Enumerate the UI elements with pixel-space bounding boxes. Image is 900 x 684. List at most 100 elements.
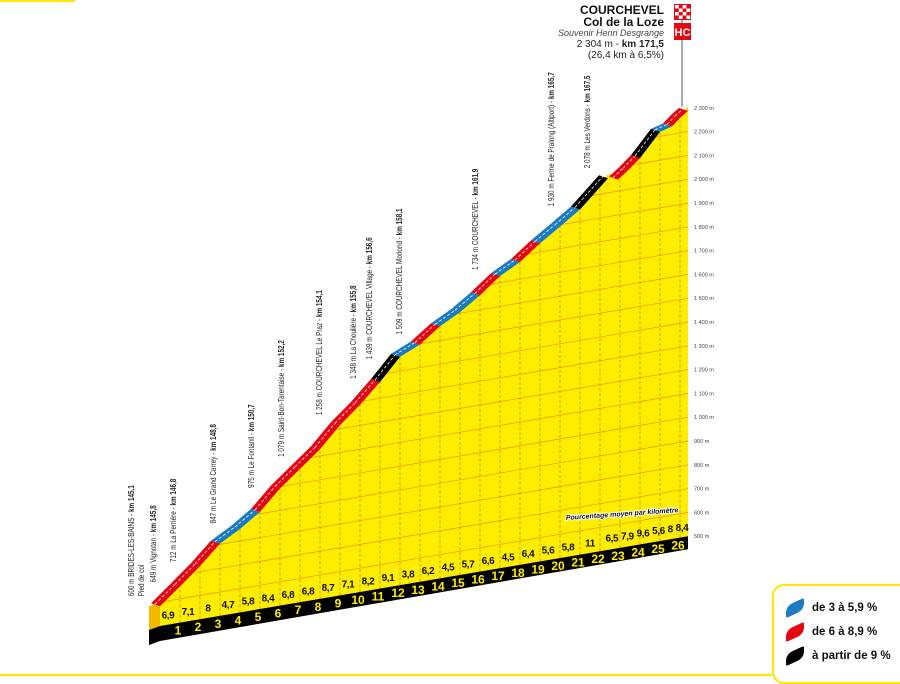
km-tick-label: 20 [551,559,565,573]
y-tick-label: 1 100 m [694,391,714,397]
gradient-segment-red [351,378,380,405]
waypoint-label: 649 m Vignotan - km 145,8 [148,505,158,582]
waypoint-label: 847 m Le Grand Carrey - km 148,8 [208,424,218,523]
km-tick-label: 10 [351,593,365,607]
gradient-label: 7,1 [342,580,356,591]
flag-check [686,8,691,12]
waypoint-name: 712 m La Perrière - [168,506,178,563]
waypoint-name: 1 258 m COURCHEVEL Le Praz - [314,317,324,415]
black-swatch-icon [786,645,804,667]
km-tick-label: 6 [275,607,282,621]
gradient-legend: de 3 à 5,9 % de 6 à 8,9 % à partir de 9 … [772,584,900,684]
gradient-label: 4,5 [502,553,516,564]
gradient-segment-red [311,422,340,450]
gradient-label: 8,4 [676,523,690,534]
y-tick-label: 2 300 m [694,106,714,112]
gradient-segment-red [191,540,220,567]
waypoint-sublabel: Pied de col [136,564,146,596]
y-tick-label: 600 m [694,510,710,516]
gradient-label: 9,1 [382,573,396,584]
summit-altitude: 2 304 m - km 171,5 [558,39,664,50]
gradient-segment-blue [231,508,260,530]
red-swatch-icon [786,621,804,643]
waypoint-km: km 155,8 [348,285,358,312]
y-tick-label: 1 500 m [694,296,714,302]
y-tick-label: 2 000 m [694,177,714,183]
km-tick-label: 7 [295,603,302,617]
gradient-segment-red [271,465,300,489]
gradient-segment-black [571,175,608,210]
km-tick-label: 26 [671,539,685,553]
gradient-label: 6,5 [605,533,619,544]
flag-check [678,15,683,19]
waypoint-name: 600 m BRIDES-LES-BAINS - [126,512,136,596]
gradient-label: 6,4 [522,549,536,560]
top-accent-line [0,0,75,2]
flag-check [686,15,691,19]
flag-check [682,12,687,16]
y-tick-label: 700 m [694,487,710,493]
km-tick-label: 12 [391,586,405,600]
summit-souvenir: Souvenir Henri Desgrange [557,28,664,38]
waypoint-name: 847 m Le Grand Carrey - [208,451,218,524]
gradient-segment-blue [391,341,420,357]
flag-check [675,12,679,16]
blue-swatch-icon [786,597,804,619]
hc-category-label: HC [675,27,691,39]
road-center-line [414,324,436,343]
gradient-label: 9,6 [637,529,651,540]
km-tick-label: 16 [471,573,485,587]
gradient-label: 8,7 [322,583,336,594]
gradient-segment-red [251,485,280,512]
gradient-segment-blue [531,223,560,244]
y-tick-label: 1 300 m [694,344,714,350]
waypoint-km: km 156,6 [364,237,374,264]
checkered-flag-icon [674,4,691,20]
waypoint-name: 1 930 m Ferme de Pralong (Altiport) - [546,99,556,206]
km-tick-label: 22 [591,552,605,566]
road-center-line [534,224,556,242]
gradient-label: 8,4 [262,593,276,604]
gradient-label: 5,8 [242,597,256,608]
gradient-label: 7,9 [621,531,635,542]
gradient-segment-red [511,240,540,263]
road-center-line [654,124,668,131]
gradient-label: 11 [585,539,596,550]
km-tick-label: 8 [315,600,322,614]
km-tick-label: 21 [571,556,585,570]
road-center-line [574,176,604,208]
gradient-label: 7,1 [182,607,196,618]
legend-label: à partir de 9 % [812,650,891,662]
gradient-segment-black [371,353,400,382]
y-tick-label: 1 400 m [694,320,714,326]
gradient-label: 6,8 [302,587,316,598]
y-tick-label: 2 100 m [694,153,714,159]
gradient-segment-red [411,323,440,345]
legend-label: de 3 à 5,9 % [812,602,878,614]
road-center-line [494,259,516,275]
km-band [149,536,688,645]
summit-info: COURCHEVEL Col de la Loze Souvenir Henri… [558,4,664,61]
waypoint-label: 1 509 m COURCHEVEL Moriond - km 158,1 [394,208,404,334]
profile-left-face [149,602,160,630]
legend-item-red: de 6 à 8,9 % [786,620,900,644]
km-tick-label: 15 [451,576,465,590]
y-tick-label: 800 m [694,463,710,469]
legend-item-blue: de 3 à 5,9 % [786,596,900,620]
km-tick-label: 2 [195,620,202,634]
waypoint-label: 600 m BRIDES-LES-BAINS - km 145,1 [126,485,136,596]
gradient-segment-red [291,446,320,469]
waypoint-name: 1 079 m Saint-Bon-Tarentaise - [276,367,286,457]
road-center-line [394,342,416,356]
gradient-label: 6,6 [482,556,496,567]
y-tick-label: 1 000 m [694,415,714,421]
road-center-line [234,509,256,528]
waypoint-label: 2 078 m Les Verdons - km 167,5 [582,76,592,169]
y-tick-label: 1 700 m [694,249,714,255]
road-center-line [314,422,336,448]
road-center-line [374,354,396,381]
gradient-label: 5,6 [652,526,666,537]
road-center-line [622,155,636,169]
km-tick-label: 3 [215,617,222,631]
waypoint-label: 1 734 m COURCHEVEL - km 161,9 [470,169,480,270]
